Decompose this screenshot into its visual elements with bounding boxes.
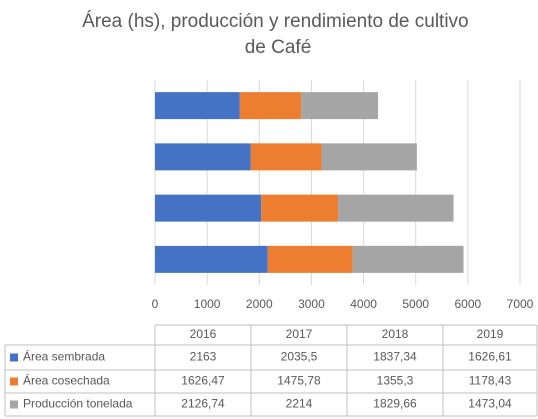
- legend-label: Producción tonelada: [23, 397, 133, 411]
- x-tick-label: 7000: [507, 297, 534, 311]
- bar-segment: [301, 92, 379, 120]
- table-header: 2018: [382, 327, 409, 341]
- table-cell: 1473,04: [468, 397, 512, 411]
- x-tick-label: 5000: [402, 297, 429, 311]
- table-cell: 1178,43: [469, 374, 512, 388]
- table-cell: 2214: [286, 397, 313, 411]
- legend-swatch: [10, 377, 18, 386]
- legend-label: Área sembrada: [23, 349, 105, 364]
- bar-segment: [250, 143, 322, 171]
- table-header: 2019: [477, 327, 504, 341]
- x-tick-label: 1000: [194, 297, 221, 311]
- table-header: 2016: [190, 327, 217, 341]
- x-tick-label: 4000: [350, 297, 377, 311]
- title-line: de Café: [245, 37, 312, 58]
- bar-segment: [321, 143, 417, 171]
- legend-swatch: [10, 400, 18, 409]
- table-cell: 1829,66: [373, 397, 417, 411]
- bar-segment: [155, 143, 251, 171]
- bar-segment: [155, 92, 240, 120]
- legend-label: Área cosechada: [23, 373, 110, 388]
- legend-swatch: [10, 353, 18, 362]
- x-tick-label: 6000: [455, 297, 482, 311]
- table-cell: 1626,47: [181, 374, 225, 388]
- table-cell: 1837,34: [373, 350, 417, 364]
- title-line: Área (hs), producción y rendimiento de c…: [82, 11, 469, 32]
- table-cell: 2035,5: [281, 350, 318, 364]
- x-tick-label: 2000: [246, 297, 273, 311]
- table-cell: 1626,61: [468, 350, 512, 364]
- bar-segment: [155, 194, 262, 222]
- table-cell: 1475,78: [277, 374, 321, 388]
- x-tick-label: 0: [152, 297, 159, 311]
- bar-segment: [261, 194, 339, 222]
- table-header: 2017: [286, 327, 313, 341]
- x-tick-label: 3000: [298, 297, 325, 311]
- bar-segment: [267, 245, 353, 273]
- bar-segment: [338, 194, 454, 222]
- chart-title: Área (hs), producción y rendimiento de c…: [82, 11, 474, 58]
- table-cell: 2163: [190, 350, 217, 364]
- bar-segment: [239, 92, 302, 120]
- bar-segment: [155, 245, 268, 273]
- bar-segment: [352, 245, 464, 273]
- table-cell: 2126,74: [181, 397, 225, 411]
- table-cell: 1355,3: [377, 374, 414, 388]
